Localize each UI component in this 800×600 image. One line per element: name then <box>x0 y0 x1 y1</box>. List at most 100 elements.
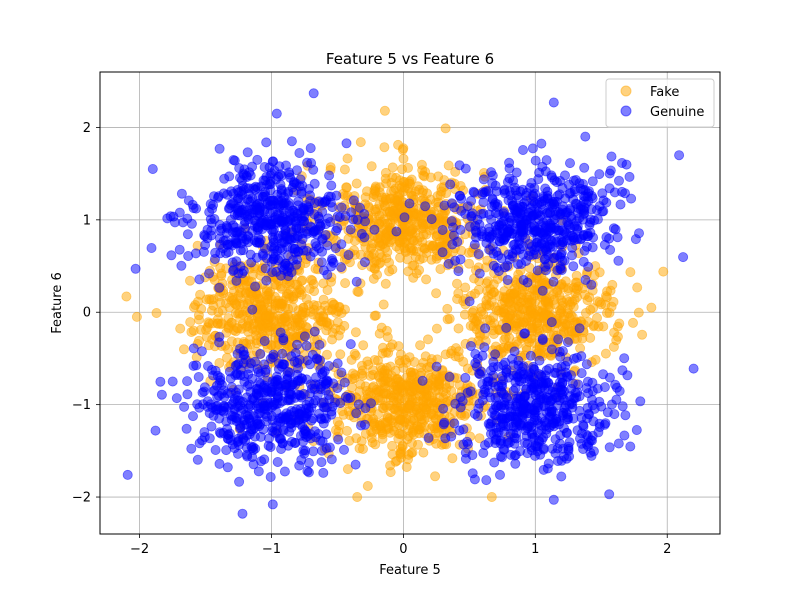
point-genuine <box>497 381 508 392</box>
point-fake <box>412 439 423 450</box>
point-fake <box>424 225 435 236</box>
point-genuine <box>606 151 617 162</box>
point-genuine <box>165 211 176 222</box>
point-genuine <box>309 326 320 337</box>
point-genuine <box>462 387 473 398</box>
point-genuine <box>314 339 325 350</box>
point-genuine <box>480 323 491 334</box>
legend: Fake Genuine <box>605 78 715 128</box>
point-genuine <box>299 428 310 439</box>
point-genuine <box>354 202 365 213</box>
point-fake <box>355 379 366 390</box>
point-genuine <box>545 395 556 406</box>
point-fake <box>411 246 422 257</box>
point-genuine <box>483 186 494 197</box>
point-genuine <box>343 249 354 260</box>
chart-title: Feature 5 vs Feature 6 <box>326 50 494 68</box>
point-genuine <box>345 339 356 350</box>
point-fake <box>463 247 474 258</box>
point-fake <box>658 266 669 277</box>
point-fake <box>362 389 373 400</box>
point-fake <box>335 349 346 360</box>
point-genuine <box>247 161 258 172</box>
point-fake <box>609 327 620 338</box>
point-genuine <box>495 401 506 412</box>
point-genuine <box>308 88 319 99</box>
point-genuine <box>527 143 538 154</box>
point-fake <box>404 352 415 363</box>
point-genuine <box>219 173 230 184</box>
point-genuine <box>192 399 203 410</box>
point-fake <box>222 344 233 355</box>
point-genuine <box>295 390 306 401</box>
point-genuine <box>266 401 277 412</box>
point-fake <box>447 453 458 464</box>
point-genuine <box>598 195 609 206</box>
point-fake <box>443 160 454 171</box>
point-genuine <box>502 274 513 285</box>
point-genuine <box>301 245 312 256</box>
point-fake <box>508 301 519 312</box>
point-fake <box>262 297 273 308</box>
point-genuine <box>287 182 298 193</box>
point-genuine <box>561 371 572 382</box>
point-genuine <box>678 252 689 263</box>
point-genuine <box>326 454 337 465</box>
point-genuine <box>504 157 515 168</box>
point-genuine <box>525 350 536 361</box>
point-fake <box>625 267 636 278</box>
point-genuine <box>229 155 240 166</box>
point-genuine <box>196 346 207 357</box>
point-fake <box>474 433 485 444</box>
point-genuine <box>276 184 287 195</box>
y-tick-label: −2 <box>72 491 91 506</box>
point-fake <box>509 288 520 299</box>
point-fake <box>544 302 555 313</box>
point-genuine <box>212 192 223 203</box>
point-fake <box>469 288 480 299</box>
point-fake <box>273 295 284 306</box>
legend-label-fake: Fake <box>650 85 679 100</box>
point-genuine <box>329 397 340 408</box>
point-fake <box>341 425 352 436</box>
point-genuine <box>336 239 347 250</box>
legend-marker-genuine <box>620 105 632 117</box>
point-genuine <box>213 390 224 401</box>
point-genuine <box>267 156 278 167</box>
point-genuine <box>563 220 574 231</box>
point-fake <box>387 172 398 183</box>
point-genuine <box>487 178 498 189</box>
point-genuine <box>556 247 567 258</box>
point-fake <box>390 403 401 414</box>
point-genuine <box>313 243 324 254</box>
point-fake <box>527 294 538 305</box>
point-genuine <box>298 216 309 227</box>
point-genuine <box>465 340 476 351</box>
point-genuine <box>360 403 371 414</box>
point-genuine <box>498 444 509 455</box>
point-fake <box>430 471 441 482</box>
point-genuine <box>626 193 637 204</box>
point-genuine <box>280 160 291 171</box>
point-fake <box>188 302 199 313</box>
point-genuine <box>286 389 297 400</box>
point-fake <box>342 153 353 164</box>
point-genuine <box>474 369 485 380</box>
point-fake <box>417 187 428 198</box>
point-genuine <box>604 442 615 453</box>
point-genuine <box>444 371 455 382</box>
point-fake <box>637 329 648 340</box>
point-fake <box>419 171 430 182</box>
point-genuine <box>176 260 187 271</box>
point-genuine <box>594 421 605 432</box>
point-genuine <box>292 246 303 257</box>
point-genuine <box>521 196 532 207</box>
point-genuine <box>214 458 225 469</box>
point-genuine <box>546 407 557 418</box>
point-genuine <box>572 225 583 236</box>
point-fake <box>397 164 408 175</box>
point-fake <box>358 340 369 351</box>
point-genuine <box>332 358 343 369</box>
point-fake <box>287 302 298 313</box>
point-genuine <box>285 172 296 183</box>
